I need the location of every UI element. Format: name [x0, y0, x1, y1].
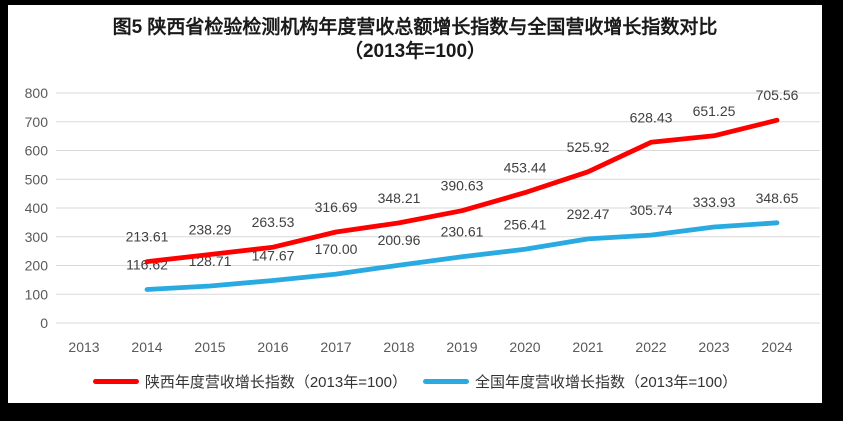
data-label: 651.25: [693, 103, 736, 119]
data-label: 333.93: [693, 194, 736, 210]
x-tick-label: 2022: [635, 339, 666, 355]
data-label: 453.44: [504, 160, 547, 176]
chart-legend: 陕西年度营收增长指数（2013年=100） 全国年度营收增长指数（2013年=1…: [8, 371, 822, 392]
chart-title: 图5 陕西省检验检测机构年度营收总额增长指数与全国营收增长指数对比 （2013年…: [8, 16, 822, 64]
legend-label-shaanxi: 陕西年度营收增长指数（2013年=100）: [144, 374, 407, 391]
legend-swatch-national-icon: [423, 379, 469, 384]
chart-line-series: [144, 117, 780, 265]
data-label: 525.92: [567, 139, 610, 155]
x-tick-label: 2015: [194, 339, 225, 355]
data-label: 305.74: [630, 202, 673, 218]
legend-swatch-shaanxi-icon: [92, 379, 139, 384]
y-tick-label: 0: [40, 315, 48, 331]
legend-label-national: 全国年度营收增长指数（2013年=100）: [475, 374, 738, 391]
data-label: 230.61: [441, 224, 484, 240]
data-label: 348.21: [378, 190, 421, 206]
y-tick-label: 400: [25, 200, 49, 216]
data-label: 628.43: [630, 109, 673, 125]
x-tick-label: 2020: [509, 339, 540, 355]
y-tick-label: 200: [25, 258, 49, 274]
data-label: 170.00: [315, 241, 358, 257]
x-tick-label: 2024: [761, 339, 792, 355]
y-tick-label: 600: [25, 143, 49, 159]
x-tick-label: 2016: [257, 339, 288, 355]
x-tick-label: 2021: [572, 339, 603, 355]
figure-page: 图5 陕西省检验检测机构年度营收总额增长指数与全国营收增长指数对比 （2013年…: [8, 5, 822, 403]
x-tick-label: 2018: [383, 339, 414, 355]
y-tick-label: 500: [25, 171, 49, 187]
data-label: 705.56: [756, 87, 799, 103]
data-label: 213.61: [126, 229, 169, 245]
y-tick-label: 800: [25, 85, 49, 101]
data-label: 390.63: [441, 178, 484, 194]
data-label: 238.29: [189, 222, 232, 238]
x-tick-label: 2013: [68, 339, 99, 355]
data-label: 200.96: [378, 232, 421, 248]
data-label: 292.47: [567, 206, 610, 222]
x-tick-label: 2019: [446, 339, 477, 355]
legend-item-national: 全国年度营收增长指数（2013年=100）: [423, 371, 737, 392]
data-label: 147.67: [252, 248, 295, 264]
chart-title-line2: （2013年=100）: [343, 41, 487, 62]
x-tick-label: 2023: [698, 339, 729, 355]
chart-line-series: [144, 220, 780, 292]
data-label: 316.69: [315, 199, 358, 215]
y-tick-label: 300: [25, 229, 49, 245]
x-tick-label: 2017: [320, 339, 351, 355]
y-tick-label: 700: [25, 114, 49, 130]
chart-title-line1: 图5 陕西省检验检测机构年度营收总额增长指数与全国营收增长指数对比: [112, 17, 718, 38]
legend-item-shaanxi: 陕西年度营收增长指数（2013年=100）: [92, 371, 407, 392]
x-tick-label: 2014: [131, 339, 162, 355]
y-tick-label: 100: [25, 286, 49, 302]
data-label: 263.53: [252, 214, 295, 230]
data-label: 256.41: [504, 216, 547, 232]
data-label: 348.65: [756, 190, 799, 206]
